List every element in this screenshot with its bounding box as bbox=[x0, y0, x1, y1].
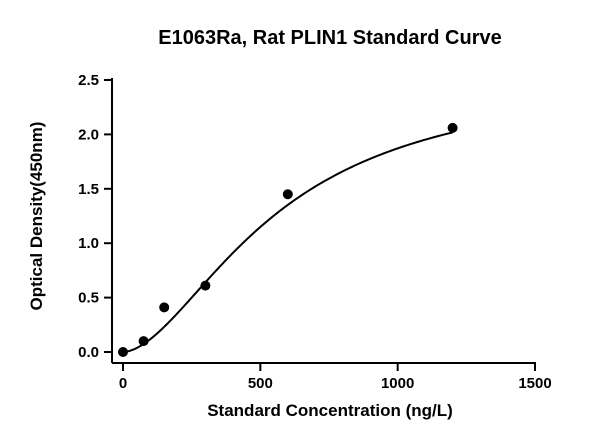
y-tick-label: 2.0 bbox=[78, 126, 99, 143]
y-tick-label: 1.0 bbox=[78, 235, 99, 252]
chart-title: E1063Ra, Rat PLIN1 Standard Curve bbox=[158, 27, 501, 49]
data-point bbox=[138, 336, 149, 347]
data-point bbox=[447, 122, 458, 133]
y-axis-label: Optical Density(450nm) bbox=[27, 122, 46, 311]
y-tick-label: 0.5 bbox=[78, 290, 99, 307]
y-axis-ticks: 0.0 0.5 1.0 1.5 2.0 2.5 bbox=[78, 72, 112, 361]
y-tick-label: 0.0 bbox=[78, 344, 99, 361]
data-point bbox=[200, 280, 211, 291]
data-point bbox=[282, 189, 293, 200]
x-tick-label: 1000 bbox=[381, 375, 414, 392]
x-axis-ticks: 0 500 1000 1500 bbox=[119, 363, 552, 392]
y-tick-label: 1.5 bbox=[78, 181, 99, 198]
x-tick-label: 0 bbox=[119, 375, 127, 392]
data-point bbox=[118, 347, 128, 357]
x-axis-label: Standard Concentration (ng/L) bbox=[207, 401, 453, 420]
x-tick-label: 500 bbox=[248, 375, 273, 392]
data-points bbox=[118, 122, 458, 357]
data-point bbox=[159, 302, 170, 313]
y-tick-label: 2.5 bbox=[78, 72, 99, 89]
x-tick-label: 1500 bbox=[518, 375, 551, 392]
fit-curve bbox=[122, 131, 453, 353]
